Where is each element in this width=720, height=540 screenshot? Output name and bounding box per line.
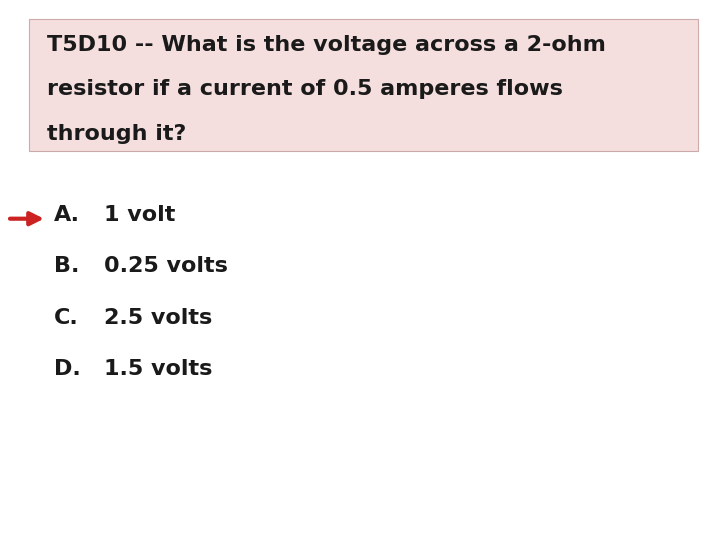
Text: A.: A. [54, 205, 80, 225]
Text: 1 volt: 1 volt [104, 205, 176, 225]
FancyBboxPatch shape [29, 19, 698, 151]
Text: B.: B. [54, 256, 79, 276]
Text: C.: C. [54, 308, 78, 328]
Text: D.: D. [54, 359, 81, 379]
Text: 1.5 volts: 1.5 volts [104, 359, 213, 379]
Text: T5D10 -- What is the voltage across a 2-ohm: T5D10 -- What is the voltage across a 2-… [47, 35, 606, 55]
Text: 2.5 volts: 2.5 volts [104, 308, 212, 328]
Text: through it?: through it? [47, 124, 186, 144]
Text: resistor if a current of 0.5 amperes flows: resistor if a current of 0.5 amperes flo… [47, 79, 562, 99]
Text: 0.25 volts: 0.25 volts [104, 256, 228, 276]
